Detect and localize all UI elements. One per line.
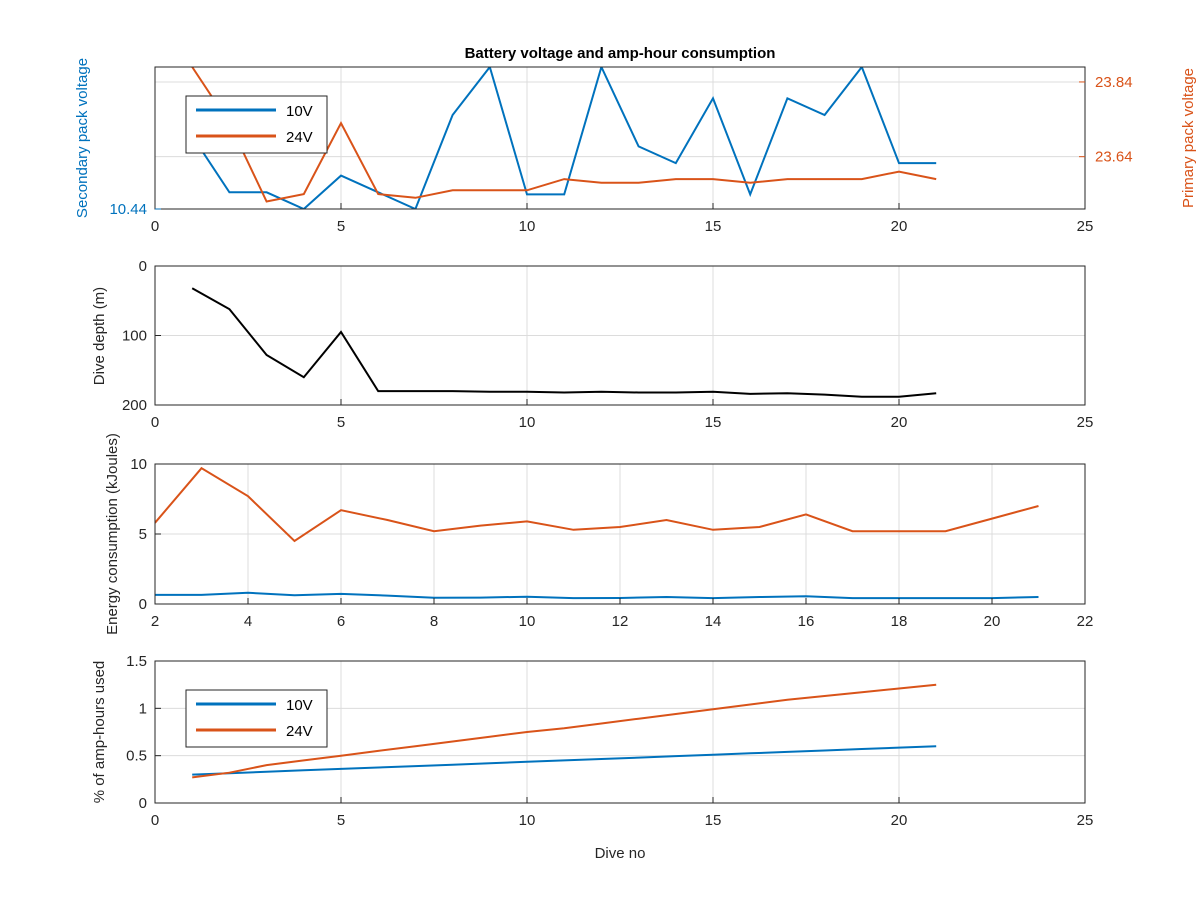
amp-hours-legend-label-10v: 10V xyxy=(286,697,313,714)
amp-hours-legend-label-24v: 24V xyxy=(286,723,313,740)
amp-hours-x-tick-label: 0 xyxy=(151,812,159,829)
energy-x-tick-label: 14 xyxy=(705,613,722,630)
amp-hours-10v-line xyxy=(192,745,937,776)
dive-no-axis-label: Dive no xyxy=(595,845,646,862)
energy-x-tick-label: 20 xyxy=(984,613,1001,630)
energy-x-tick-label: 12 xyxy=(612,613,629,630)
voltage-x-tick-label: 0 xyxy=(151,218,159,235)
energy-y-tick-label: 5 xyxy=(139,526,147,543)
depth-x-tick-label: 15 xyxy=(705,414,722,431)
primary-voltage-axis-label: Primary pack voltage xyxy=(1180,68,1197,208)
energy-axis-label: Energy consumption (kJoules) xyxy=(104,433,121,635)
energy-x-tick-label: 6 xyxy=(337,613,345,630)
energy-x-tick-label: 22 xyxy=(1077,613,1094,630)
energy-x-tick-label: 4 xyxy=(244,613,252,630)
amp-hours-24v-line xyxy=(192,683,937,779)
amp-hours-panel-frame xyxy=(154,660,1086,804)
voltage-x-tick-label: 15 xyxy=(705,218,722,235)
depth-x-tick-label: 10 xyxy=(519,414,536,431)
voltage-10v-line xyxy=(191,67,937,209)
voltage-legend-label-10v: 10V xyxy=(286,103,313,120)
energy-y-tick-label: 0 xyxy=(139,596,147,613)
secondary-voltage-y-tick-label: 10.44 xyxy=(109,201,147,218)
depth-x-tick-label: 5 xyxy=(337,414,345,431)
voltage-x-tick-label: 10 xyxy=(519,218,536,235)
depth-x-tick-label: 0 xyxy=(151,414,159,431)
amp-hours-legend-box xyxy=(185,689,328,748)
energy-10v-line xyxy=(155,591,1039,600)
amp-hours-y-tick-label: 1.5 xyxy=(126,653,147,670)
depth-x-tick-label: 20 xyxy=(891,414,908,431)
amp-hours-x-tick-label: 20 xyxy=(891,812,908,829)
amp-hours-y-tick-label: 1 xyxy=(139,700,147,717)
amp-hours-axis-label: % of amp-hours used xyxy=(91,661,108,804)
voltage-panel-frame xyxy=(154,66,1086,210)
amp-hours-y-tick-label: 0 xyxy=(139,795,147,812)
energy-x-tick-label: 18 xyxy=(891,613,908,630)
energy-x-tick-label: 16 xyxy=(798,613,815,630)
primary-voltage-y-tick-label: 23.84 xyxy=(1095,74,1133,91)
energy-x-tick-label: 8 xyxy=(430,613,438,630)
primary-voltage-y-tick-label: 23.64 xyxy=(1095,149,1133,166)
voltage-legend-label-24v: 24V xyxy=(286,129,313,146)
voltage-24v-line xyxy=(191,67,937,203)
amp-hours-panel: 0 5 10 15 20 25 00.511.5 % of amp-hours used … xyxy=(91,653,1093,862)
voltage-panel-title: Battery voltage and amp-hour consumption xyxy=(465,45,776,62)
depth-axis-label: Dive depth (m) xyxy=(91,287,108,385)
amp-hours-y-tick-label: 0.5 xyxy=(126,748,147,765)
energy-x-tick-label: 2 xyxy=(151,613,159,630)
amp-hours-x-tick-label: 5 xyxy=(337,812,345,829)
amp-hours-x-tick-label: 25 xyxy=(1077,812,1094,829)
secondary-voltage-axis-label: Secondary pack voltage xyxy=(74,58,91,218)
energy-x-tick-label: 10 xyxy=(519,613,536,630)
voltage-x-tick-label: 25 xyxy=(1077,218,1094,235)
amp-hours-x-tick-label: 10 xyxy=(519,812,536,829)
depth-line xyxy=(191,287,937,398)
voltage-legend: 10V 24V xyxy=(185,95,328,154)
depth-y-tick-label: 200 xyxy=(122,397,147,414)
amp-hours-legend: 10V 24V xyxy=(185,689,328,748)
depth-y-tick-label: 100 xyxy=(122,328,147,345)
voltage-panel: 0 5 10 15 20 25 10.44 23.84 23.64 Battery volt… xyxy=(74,45,1197,235)
amp-hours-x-tick-label: 15 xyxy=(705,812,722,829)
voltage-x-tick-label: 20 xyxy=(891,218,908,235)
voltage-legend-box xyxy=(185,95,328,154)
depth-x-tick-label: 25 xyxy=(1077,414,1094,431)
depth-panel: 0 5 10 15 20 25 0 100 200 Dive depth (m) xyxy=(91,258,1093,431)
energy-panel: 2 4 6 8 10 12 14 16 18 20 22 0 5 10 Energy consumpti… xyxy=(104,433,1093,635)
voltage-x-tick-label: 5 xyxy=(337,218,345,235)
energy-y-tick-label: 10 xyxy=(130,456,147,473)
depth-y-tick-label: 0 xyxy=(139,258,147,275)
energy-24v-line xyxy=(155,466,1039,543)
